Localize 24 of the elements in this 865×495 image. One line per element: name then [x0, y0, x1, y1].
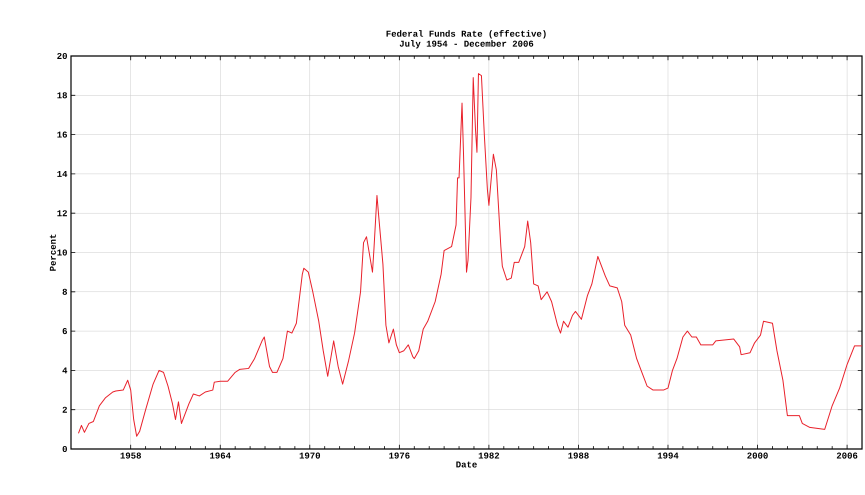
y-tick-label: 8: [62, 288, 68, 295]
y-axis-title: Percent: [50, 234, 56, 271]
x-tick-label: 1982: [478, 452, 500, 459]
x-tick-label: 1988: [568, 452, 589, 459]
y-tick-label: 18: [57, 92, 68, 98]
x-axis-title: Date: [456, 461, 477, 468]
x-tick-label: 1994: [658, 452, 678, 459]
y-tick-label: 16: [57, 132, 67, 138]
y-tick-label: 2: [62, 406, 67, 413]
chart-subtitle: July 1954 - December 2006: [400, 40, 534, 48]
x-tick-label: 1958: [120, 452, 141, 459]
x-tick-label: 1964: [210, 452, 231, 459]
y-tick-label: 6: [62, 328, 67, 334]
y-tick-label: 14: [57, 170, 68, 177]
y-tick-label: 20: [57, 52, 67, 60]
x-tick-label: 1976: [389, 452, 410, 459]
x-tick-label: 1970: [300, 452, 320, 459]
x-tick-label: 2006: [836, 452, 858, 459]
x-tick-label: 2000: [747, 452, 768, 459]
y-tick-label: 4: [62, 367, 68, 374]
y-tick-label: 10: [57, 249, 67, 256]
chart-title: Federal Funds Rate (effective): [386, 30, 546, 39]
y-tick-label: 0: [62, 446, 67, 452]
y-tick-label: 12: [57, 210, 67, 216]
